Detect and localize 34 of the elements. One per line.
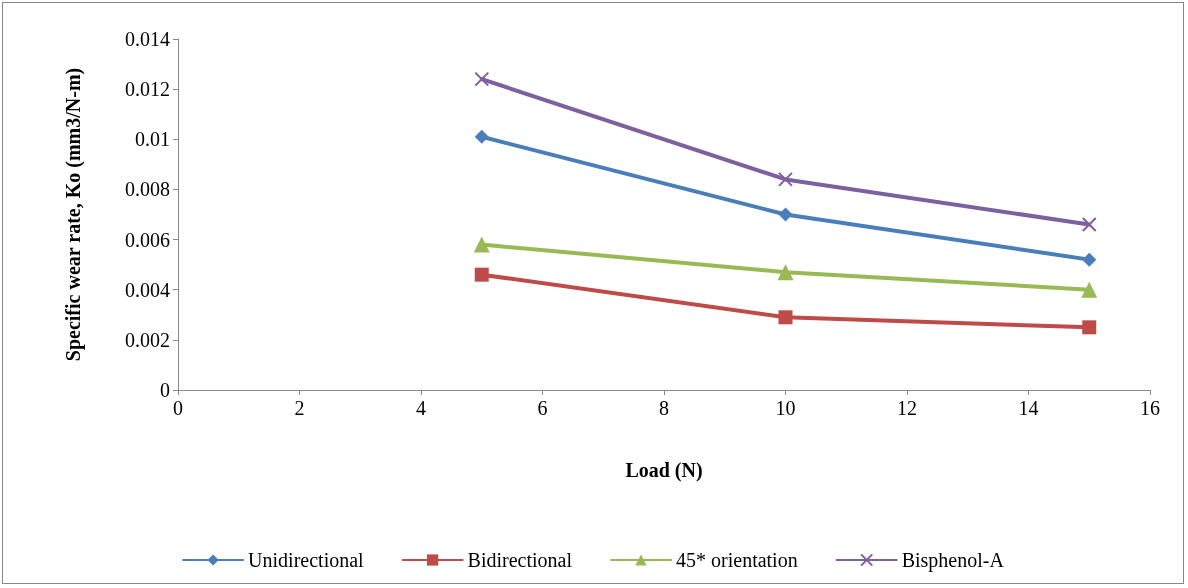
x-tick-label: 14	[1018, 397, 1039, 419]
point	[777, 264, 794, 281]
legend-label: Unidirectional	[248, 549, 365, 571]
x-tick-label: 6	[537, 397, 548, 419]
y-tick-label: 0.004	[125, 278, 170, 301]
point	[1082, 252, 1097, 267]
point	[474, 71, 490, 87]
point	[1082, 320, 1097, 335]
y-tick-label: 0.008	[125, 178, 170, 201]
point	[474, 129, 489, 144]
y-tick-label: 0.012	[125, 78, 170, 101]
point	[778, 207, 793, 222]
y-axis-title: Specific wear rate, Ko (mm3/N-m)	[62, 67, 85, 362]
y-tick-label: 0.014	[125, 28, 170, 50]
legend-label: 45* orientation	[676, 549, 798, 571]
x-tick-label: 10	[775, 397, 796, 419]
x-axis-title: Load (N)	[625, 459, 703, 482]
legend-label: Bisphenol-A	[901, 549, 1005, 572]
point	[473, 236, 490, 253]
x-tick-label: 4	[416, 397, 426, 419]
point	[778, 171, 793, 187]
y-tick-label: 0.006	[125, 228, 170, 251]
x-tick-label: 12	[897, 397, 917, 419]
y-tick-label: 0	[160, 379, 170, 401]
y-tick-label: 0.01	[135, 128, 170, 151]
legend-label: Bidirectional	[467, 549, 573, 571]
point	[474, 267, 489, 282]
point	[778, 310, 793, 325]
y-tick-label: 0.002	[125, 328, 170, 351]
point	[1081, 281, 1098, 298]
point	[1081, 217, 1097, 233]
x-tick-label: 2	[294, 397, 305, 419]
x-tick-label: 8	[659, 397, 669, 419]
x-tick-label: 16	[1140, 397, 1160, 419]
